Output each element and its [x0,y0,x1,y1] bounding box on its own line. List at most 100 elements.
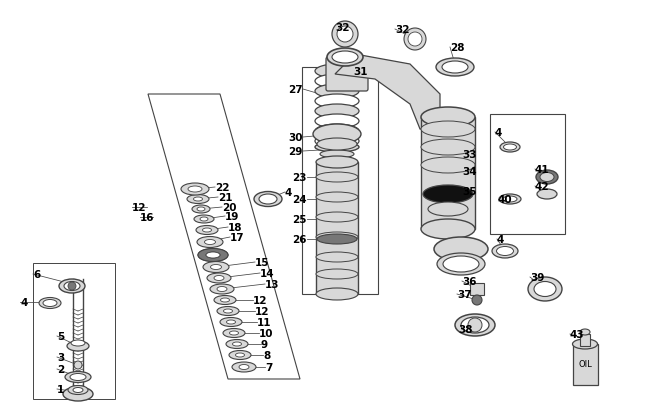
Ellipse shape [580,329,590,335]
Ellipse shape [497,247,514,256]
Text: 22: 22 [215,183,229,192]
Text: 35: 35 [462,187,476,196]
Circle shape [337,27,353,43]
Bar [421,118,475,230]
Ellipse shape [207,273,231,283]
Ellipse shape [73,388,83,392]
Ellipse shape [573,339,597,349]
Text: 8: 8 [263,350,270,360]
Text: 12: 12 [132,202,146,213]
Ellipse shape [315,115,359,129]
Ellipse shape [211,265,222,270]
Text: 2: 2 [57,364,64,374]
Ellipse shape [332,52,358,64]
Ellipse shape [203,262,229,273]
Ellipse shape [192,205,210,213]
Ellipse shape [63,387,93,401]
Text: 37: 37 [457,289,472,299]
Ellipse shape [217,307,239,316]
Ellipse shape [214,296,236,305]
Ellipse shape [187,195,209,204]
Text: 31: 31 [353,67,367,77]
Ellipse shape [206,252,220,258]
Ellipse shape [500,143,520,153]
Ellipse shape [492,244,518,258]
Ellipse shape [233,342,242,346]
Ellipse shape [316,157,358,168]
Ellipse shape [68,386,88,394]
Ellipse shape [206,252,220,258]
Ellipse shape [315,125,359,139]
Circle shape [472,295,482,305]
Ellipse shape [198,249,228,262]
Ellipse shape [232,362,256,372]
Ellipse shape [421,158,475,174]
Ellipse shape [540,173,554,182]
Text: 11: 11 [257,317,272,327]
Text: 26: 26 [292,234,307,244]
Text: 18: 18 [228,222,242,232]
Bar [470,284,484,295]
Ellipse shape [254,192,282,207]
Circle shape [74,361,82,369]
Text: 29: 29 [289,147,303,157]
Ellipse shape [536,171,558,185]
Text: 5: 5 [57,331,64,341]
Ellipse shape [443,256,479,272]
Ellipse shape [316,288,358,300]
Circle shape [68,282,76,290]
FancyBboxPatch shape [326,58,368,92]
Ellipse shape [421,122,475,138]
Bar [573,344,598,385]
Text: 39: 39 [530,272,544,282]
Ellipse shape [64,282,80,291]
Ellipse shape [316,252,358,262]
Ellipse shape [499,194,521,205]
Ellipse shape [239,364,249,370]
Text: 9: 9 [261,339,268,349]
Ellipse shape [528,277,562,301]
Ellipse shape [226,340,248,349]
Circle shape [332,22,358,48]
Text: 14: 14 [260,269,274,278]
Ellipse shape [421,108,475,128]
Text: 32: 32 [335,23,350,33]
Ellipse shape [421,140,475,156]
Text: 3: 3 [57,352,64,362]
Text: 20: 20 [222,202,237,213]
Text: 13: 13 [265,279,280,289]
Text: 27: 27 [289,85,303,95]
Ellipse shape [203,228,211,232]
Text: 32: 32 [395,25,410,35]
Ellipse shape [316,232,358,243]
Ellipse shape [220,298,229,302]
Text: 16: 16 [140,213,155,222]
Text: 12: 12 [255,306,270,316]
Ellipse shape [421,220,475,239]
Circle shape [408,33,422,47]
Ellipse shape [317,139,357,151]
Ellipse shape [39,298,61,309]
Ellipse shape [196,226,218,235]
Ellipse shape [188,187,202,192]
Text: 38: 38 [458,324,473,334]
Ellipse shape [437,254,485,275]
Ellipse shape [214,276,224,281]
Ellipse shape [317,234,357,244]
Ellipse shape [455,314,495,336]
Ellipse shape [315,135,359,149]
Ellipse shape [70,373,86,381]
Text: 4: 4 [497,234,504,244]
Ellipse shape [315,143,359,153]
Ellipse shape [200,217,208,222]
Ellipse shape [436,59,474,77]
Ellipse shape [194,198,203,202]
Ellipse shape [59,279,85,293]
Text: 30: 30 [289,133,303,143]
Ellipse shape [224,309,233,313]
Bar [580,334,590,346]
Text: 34: 34 [462,166,476,177]
Ellipse shape [229,351,251,360]
Text: 19: 19 [225,211,239,222]
Text: 41: 41 [535,164,550,175]
